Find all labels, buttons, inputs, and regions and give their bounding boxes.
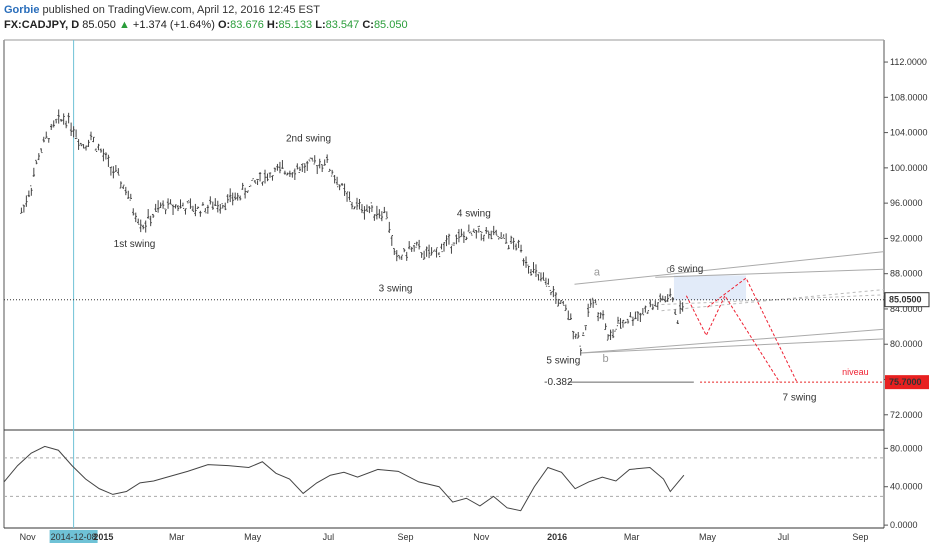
osc-tick-label: 40.0000 (890, 482, 923, 492)
projection-path-alt (707, 277, 798, 383)
osc-tick-label: 0.0000 (890, 520, 918, 530)
low-label: L: (315, 19, 326, 31)
crosshair-date-box (49, 530, 98, 543)
niveau-label: niveau (842, 367, 869, 377)
chart-frame (3, 39, 885, 529)
price-series (20, 109, 684, 356)
high-value: 85.133 (278, 19, 313, 31)
author-link[interactable]: Gorbie (4, 4, 40, 16)
target-price-box (885, 375, 929, 390)
low-value: 83.547 (325, 19, 360, 31)
price-axis: 112.0000 108.0000 104.0000 100.0000 96.0000 9… (884, 57, 930, 530)
publish-line: Gorbie published on TradingView.com, Apr… (4, 4, 320, 16)
swing-label: 2nd swing (286, 133, 331, 144)
time-tick-label: 2015 (93, 532, 113, 542)
drawing-tools (4, 251, 885, 383)
time-tick-label: Mar (624, 532, 640, 542)
grid-lines (4, 40, 884, 528)
price-tick-label: 80.0000 (890, 339, 923, 349)
wave-label: b (603, 353, 609, 365)
swing-label: 6 swing (669, 264, 703, 275)
oscillator-series (3, 445, 685, 512)
time-tick-label: May (699, 532, 717, 542)
price-change: +1.374 (+1.64%) (132, 19, 215, 31)
time-tick-label: Sep (397, 532, 413, 542)
channel-line (580, 338, 885, 354)
swing-label: 4 swing (457, 208, 491, 219)
last-price: 85.050 (82, 19, 116, 31)
time-tick-label: Sep (852, 532, 868, 542)
wave-label: c (666, 264, 672, 276)
ohlc-line: FX:CADJPY, D 85.050 ▲ +1.374 (+1.64%) O:… (4, 19, 408, 31)
up-arrow-icon: ▲ (118, 19, 130, 31)
last-price-box (884, 292, 930, 308)
open-label: O: (217, 19, 231, 31)
price-tick-label: 100.0000 (890, 163, 928, 173)
target-price-label: 75.7000 (889, 377, 922, 387)
price-tick-label: 112.0000 (890, 57, 927, 67)
chart-header: Gorbie published on TradingView.com, Apr… (4, 2, 924, 40)
channel-midline (661, 294, 885, 306)
wave-label: a (594, 266, 601, 278)
projection-path (685, 294, 781, 383)
channel-midline (661, 289, 885, 312)
swing-label: 3 swing (379, 283, 413, 294)
swing-label: 7 swing (783, 393, 817, 404)
last-price-label: 85.0500 (889, 295, 922, 305)
price-tick-label: 72.0000 (890, 410, 923, 420)
time-tick-label: Mar (169, 532, 185, 542)
close-label: C: (362, 19, 374, 31)
swing-label: 5 swing (546, 356, 580, 367)
channel-line (655, 268, 885, 278)
osc-tick-label: 80.0000 (890, 443, 923, 453)
time-tick-label: Jul (323, 532, 335, 542)
fib-label: -0.382 (544, 377, 573, 388)
time-tick-label: 2016 (547, 532, 567, 542)
channel-line (580, 328, 885, 354)
close-value: 85.050 (373, 19, 408, 31)
price-tick-label: 88.0000 (890, 269, 923, 279)
oscillator-line (3, 445, 685, 512)
time-tick-label: Nov (20, 532, 37, 542)
crosshair-date-label: 2014-12-08 (51, 532, 97, 542)
symbol-label[interactable]: FX:CADJPY, D (4, 19, 80, 31)
time-tick-label: Nov (473, 532, 490, 542)
price-tick-label: 96.0000 (890, 198, 923, 208)
annotations: 1st swing 2nd swing 3 swing 4 swing 5 swing 6… (114, 133, 869, 403)
channel-line (574, 251, 885, 285)
projection-box (673, 275, 747, 301)
time-tick-label: May (244, 532, 262, 542)
publish-info: published on TradingView.com, April 12, … (42, 4, 320, 16)
swing-label: 1st swing (114, 239, 156, 250)
price-tick-label: 92.0000 (890, 233, 923, 243)
time-tick-label: Jul (778, 532, 790, 542)
price-tick-label: 84.0000 (890, 304, 923, 314)
price-tick-label: 108.0000 (890, 92, 928, 102)
price-tick-label: 104.0000 (890, 128, 928, 138)
open-value: 83.676 (230, 19, 264, 31)
high-label: H: (266, 19, 279, 31)
